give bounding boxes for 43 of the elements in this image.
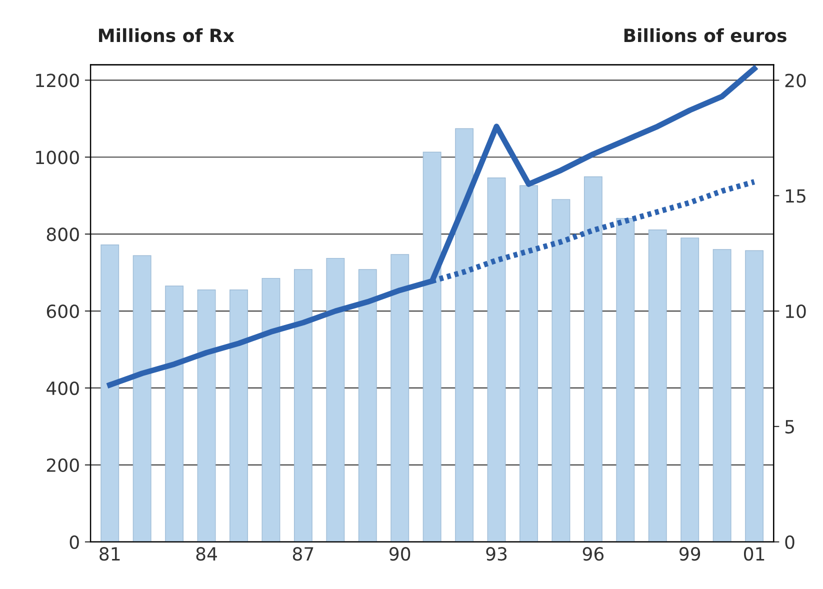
x-tick-label: 84	[196, 547, 217, 561]
bar	[680, 238, 700, 542]
bar	[262, 278, 280, 542]
x-tick-label: 93	[486, 547, 507, 561]
y2-tick-label: 20	[785, 74, 806, 88]
bar	[197, 290, 216, 542]
bar	[390, 254, 410, 542]
y2-tick-label: 15	[786, 189, 806, 203]
y2-tick-label: 0	[785, 535, 794, 549]
bar	[455, 128, 474, 542]
bar	[745, 250, 764, 542]
x-tick-label: 99	[679, 547, 700, 561]
bar	[712, 249, 732, 542]
bar	[520, 185, 538, 542]
bar	[487, 178, 506, 542]
y2-tick-label: 10	[786, 304, 806, 318]
y-axis-title: Millions of Rx	[99, 28, 234, 42]
bar	[584, 176, 602, 542]
bar	[294, 269, 312, 542]
y-tick-label: 600	[46, 304, 79, 318]
y2-tick-label: 5	[785, 420, 794, 434]
bar	[422, 152, 442, 542]
x-tick-label: 81	[100, 547, 120, 561]
y-tick-label: 200	[46, 458, 79, 472]
y2-axis-title: Billions of euros	[624, 28, 786, 42]
bar	[100, 244, 120, 542]
bar	[648, 230, 667, 542]
x-tick-label: 96	[582, 547, 604, 561]
x-tick-label: 90	[390, 547, 410, 561]
bar	[132, 255, 152, 542]
y-tick-label: 1000	[36, 150, 79, 164]
bar	[230, 290, 248, 542]
y-tick-label: 1200	[36, 74, 79, 88]
y-tick-label: 400	[46, 381, 79, 396]
x-tick-label: 01	[744, 547, 764, 561]
bar	[326, 258, 345, 542]
bar	[616, 218, 635, 542]
bar	[165, 286, 184, 542]
bar	[552, 199, 570, 542]
x-tick-label: 87	[292, 547, 314, 561]
y-tick-label: 0	[70, 535, 79, 549]
y-tick-label: 800	[46, 228, 79, 242]
bar	[358, 269, 377, 542]
